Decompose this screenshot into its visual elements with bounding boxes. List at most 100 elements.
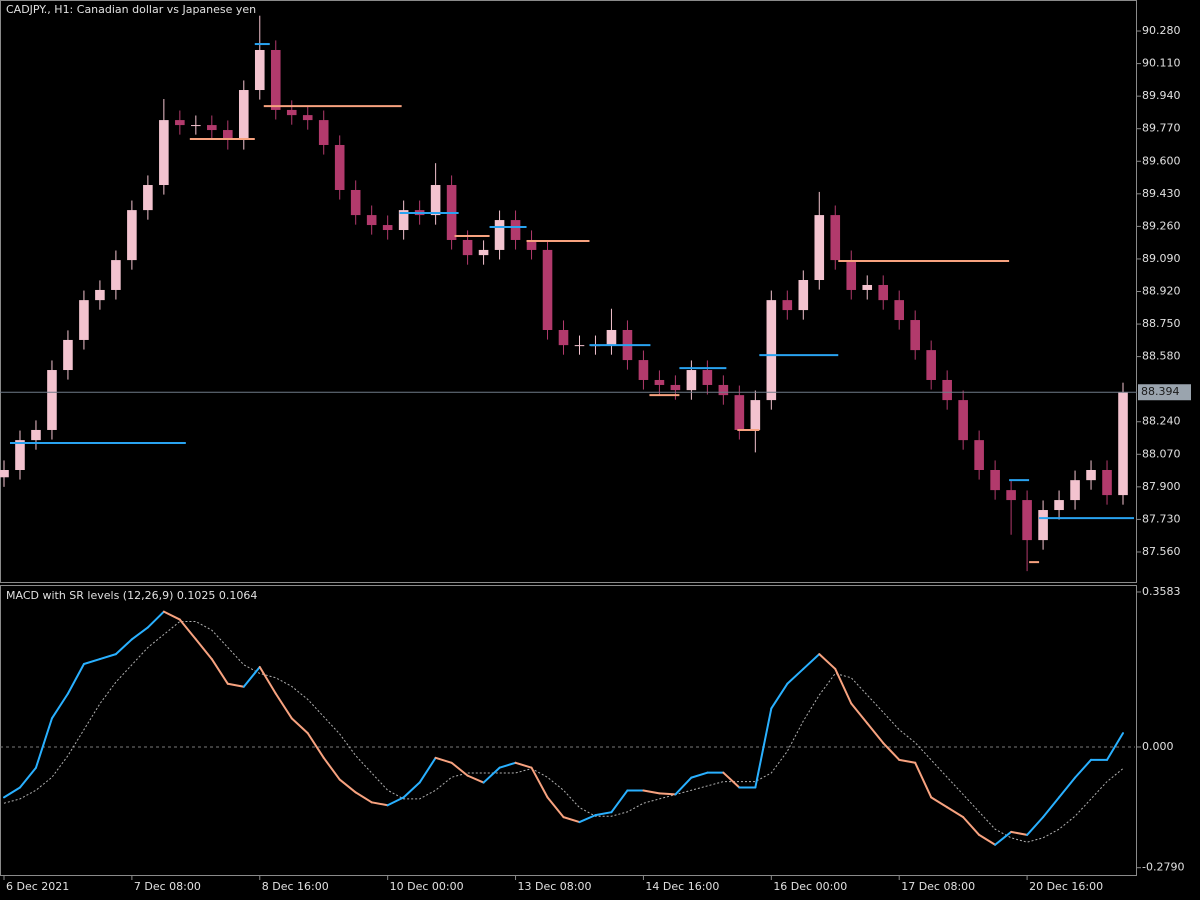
candle-body: [494, 220, 505, 250]
candle-body: [382, 225, 393, 231]
y-tick-label: 88.580: [1142, 350, 1181, 363]
candle-body: [47, 370, 57, 430]
x-tick-label: 13 Dec 08:00: [518, 880, 592, 893]
last-price-box: [1138, 384, 1191, 401]
macd-segment: [1042, 796, 1061, 819]
y-tick-label: 87.560: [1142, 545, 1181, 558]
candle-body: [718, 384, 729, 396]
candle-body: [302, 115, 313, 121]
candle-body: [510, 220, 521, 240]
candle-body: [318, 120, 329, 145]
x-tick-label: 17 Dec 08:00: [901, 880, 975, 893]
macd-segment: [450, 761, 469, 777]
macd-segment: [338, 778, 357, 794]
macd-segment: [162, 610, 181, 621]
macd-segment: [18, 766, 37, 789]
candle-body: [1102, 470, 1112, 496]
signal-line: [3, 621, 1124, 843]
macd-segment: [498, 761, 517, 769]
y-tick-label: 90.110: [1142, 57, 1181, 70]
chart-title: CADJPY., H1: Canadian dollar vs Japanese…: [6, 3, 256, 16]
macd-segment: [786, 667, 805, 685]
macd-segment: [690, 771, 709, 779]
macd-segment: [370, 801, 389, 807]
candle-body: [1086, 470, 1096, 481]
candle-body: [558, 329, 569, 346]
macd-segment: [1074, 758, 1093, 779]
candle-body: [238, 90, 249, 141]
candle-body: [750, 400, 761, 430]
macd-segment: [34, 717, 53, 769]
macd-segment: [178, 618, 197, 641]
macd-segment: [770, 682, 789, 710]
candle-body: [1054, 500, 1064, 511]
candle-body: [286, 109, 297, 116]
macd-segment: [898, 758, 917, 764]
macd-segment: [562, 816, 581, 824]
indicator-title: MACD with SR levels (12,26,9) 0.1025 0.1…: [6, 589, 257, 602]
y-tick-label: 90.280: [1142, 24, 1181, 37]
candle-body: [574, 345, 585, 347]
candle-body: [782, 300, 793, 311]
y-tick-label: 87.900: [1142, 480, 1181, 493]
candle-body: [430, 185, 441, 216]
macd-segment: [146, 610, 165, 629]
candle-body: [1038, 510, 1048, 541]
macd-segment: [242, 665, 261, 688]
macd-segment: [994, 830, 1013, 846]
candle-body: [254, 49, 265, 91]
y-tick-label: 88.920: [1142, 285, 1181, 298]
candle-body: [734, 395, 745, 430]
candle-body: [127, 210, 137, 261]
candle-body: [686, 370, 697, 391]
macd-segment: [722, 771, 741, 789]
candle-body: [1070, 480, 1080, 501]
macd-segment: [882, 742, 901, 761]
candle-body: [526, 239, 537, 250]
macd-segment: [866, 722, 885, 745]
macd-segment: [274, 692, 293, 720]
macd-segment: [530, 766, 549, 799]
candle-body: [942, 379, 952, 401]
candle-body: [606, 329, 617, 346]
macd-segment: [1058, 776, 1077, 799]
x-tick-label: 20 Dec 16:00: [1029, 880, 1103, 893]
price-panel-frame: [0, 0, 1137, 583]
candle-body: [143, 185, 153, 211]
candle-body: [270, 49, 281, 110]
candle-body: [15, 440, 25, 471]
candle-body: [814, 215, 825, 281]
macd-segment: [434, 756, 453, 764]
y-tick-label: 89.940: [1142, 89, 1181, 102]
y-tick-label: 87.730: [1142, 512, 1181, 525]
macd-segment: [514, 761, 533, 769]
macd-segment: [402, 781, 421, 799]
y-tick-label: 89.260: [1142, 219, 1181, 232]
candle-body: [990, 470, 1000, 491]
y-tick-label: 88.070: [1142, 447, 1181, 460]
macd-segment: [354, 791, 373, 804]
y-tick-label: 89.430: [1142, 187, 1181, 200]
candle-body: [223, 130, 233, 141]
y-tick-label: 89.770: [1142, 122, 1181, 135]
candle-body: [638, 360, 649, 380]
candle-body: [766, 300, 777, 401]
candle-body: [398, 210, 409, 231]
candle-body: [207, 125, 217, 131]
macd-segment: [258, 665, 277, 695]
y-tick-label: 89.090: [1142, 252, 1181, 265]
macd-segment: [1106, 732, 1125, 761]
macd-segment: [962, 816, 981, 836]
macd-segment: [674, 776, 693, 796]
macd-segment: [386, 796, 405, 807]
candle-body: [79, 300, 89, 340]
candle-body: [350, 189, 361, 216]
candle-body: [894, 300, 905, 321]
candle-body: [542, 249, 553, 330]
candle-body: [478, 249, 489, 256]
macd-segment: [50, 692, 69, 720]
macd-segment: [466, 774, 485, 784]
x-tick-label: 8 Dec 16:00: [262, 880, 329, 893]
candle-body: [1006, 490, 1016, 501]
